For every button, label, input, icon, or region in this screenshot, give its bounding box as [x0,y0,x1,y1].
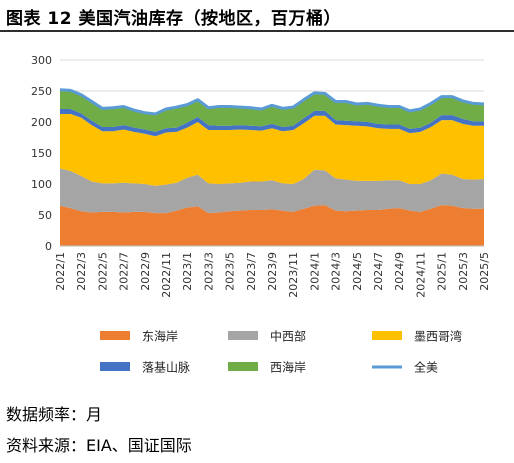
x-tick-label: 2023/5 [224,252,237,291]
y-tick-label: 250 [31,85,52,98]
x-tick-label: 2022/9 [139,252,152,291]
legend-label: 落基山脉 [142,360,190,375]
x-tick-label: 2024/9 [393,252,406,291]
x-tick-label: 2023/11 [287,252,300,298]
legend-swatch [100,362,130,371]
x-tick-label: 2024/11 [414,252,427,298]
data-frequency-note: 数据频率：月 [6,405,103,424]
legend-swatch [100,331,130,340]
y-tick-label: 50 [38,209,52,222]
x-tick-label: 2025/1 [436,252,449,291]
legend-label: 中西部 [270,329,306,344]
x-tick-label: 2022/1 [54,252,67,291]
y-tick-label: 100 [31,178,52,191]
area-series-西海岸 [60,89,484,132]
line-series-全美 [59,88,485,116]
x-tick-label: 2025/5 [478,252,491,291]
x-tick-label: 2023/1 [181,252,194,291]
y-tick-label: 300 [31,54,52,67]
x-tick-label: 2022/3 [75,252,88,291]
legend-swatch [228,331,258,340]
legend-swatch [372,331,402,340]
legend-label: 墨西哥湾 [414,329,462,344]
x-tick-label: 2022/5 [96,252,109,291]
legend-label: 东海岸 [142,329,178,344]
y-tick-label: 0 [45,240,52,253]
y-tick-label: 200 [31,116,52,129]
area-series-东海岸 [60,205,484,246]
area-series-墨西哥湾 [60,113,484,186]
x-tick-label: 2025/3 [457,252,470,291]
chart-title: 图表 12 美国汽油库存（按地区，百万桶） [6,9,341,29]
y-tick-label: 150 [31,147,52,160]
legend-label: 西海岸 [270,360,306,375]
area-series-落基山脉 [60,108,484,137]
data-source-note: 资料来源：EIA、国证国际 [6,436,192,455]
x-tick-label: 2024/3 [330,252,343,291]
title-divider [0,30,514,32]
x-tick-label: 2023/7 [245,252,258,291]
x-tick-label: 2024/5 [351,252,364,291]
x-tick-label: 2024/7 [372,252,385,291]
x-tick-label: 2024/1 [308,252,321,291]
x-tick-label: 2022/11 [160,252,173,298]
legend-swatch [228,362,258,371]
gasoline-inventory-chart: 0 50 100 150 200 250 300 2022/1 2022/3 2022/5 2022… [31,54,491,375]
legend-label: 全美 [414,360,438,375]
x-tick-label: 2023/3 [202,252,215,291]
x-tick-label: 2023/9 [266,252,279,291]
area-series-中西部 [60,168,484,214]
x-tick-label: 2022/7 [118,252,131,291]
